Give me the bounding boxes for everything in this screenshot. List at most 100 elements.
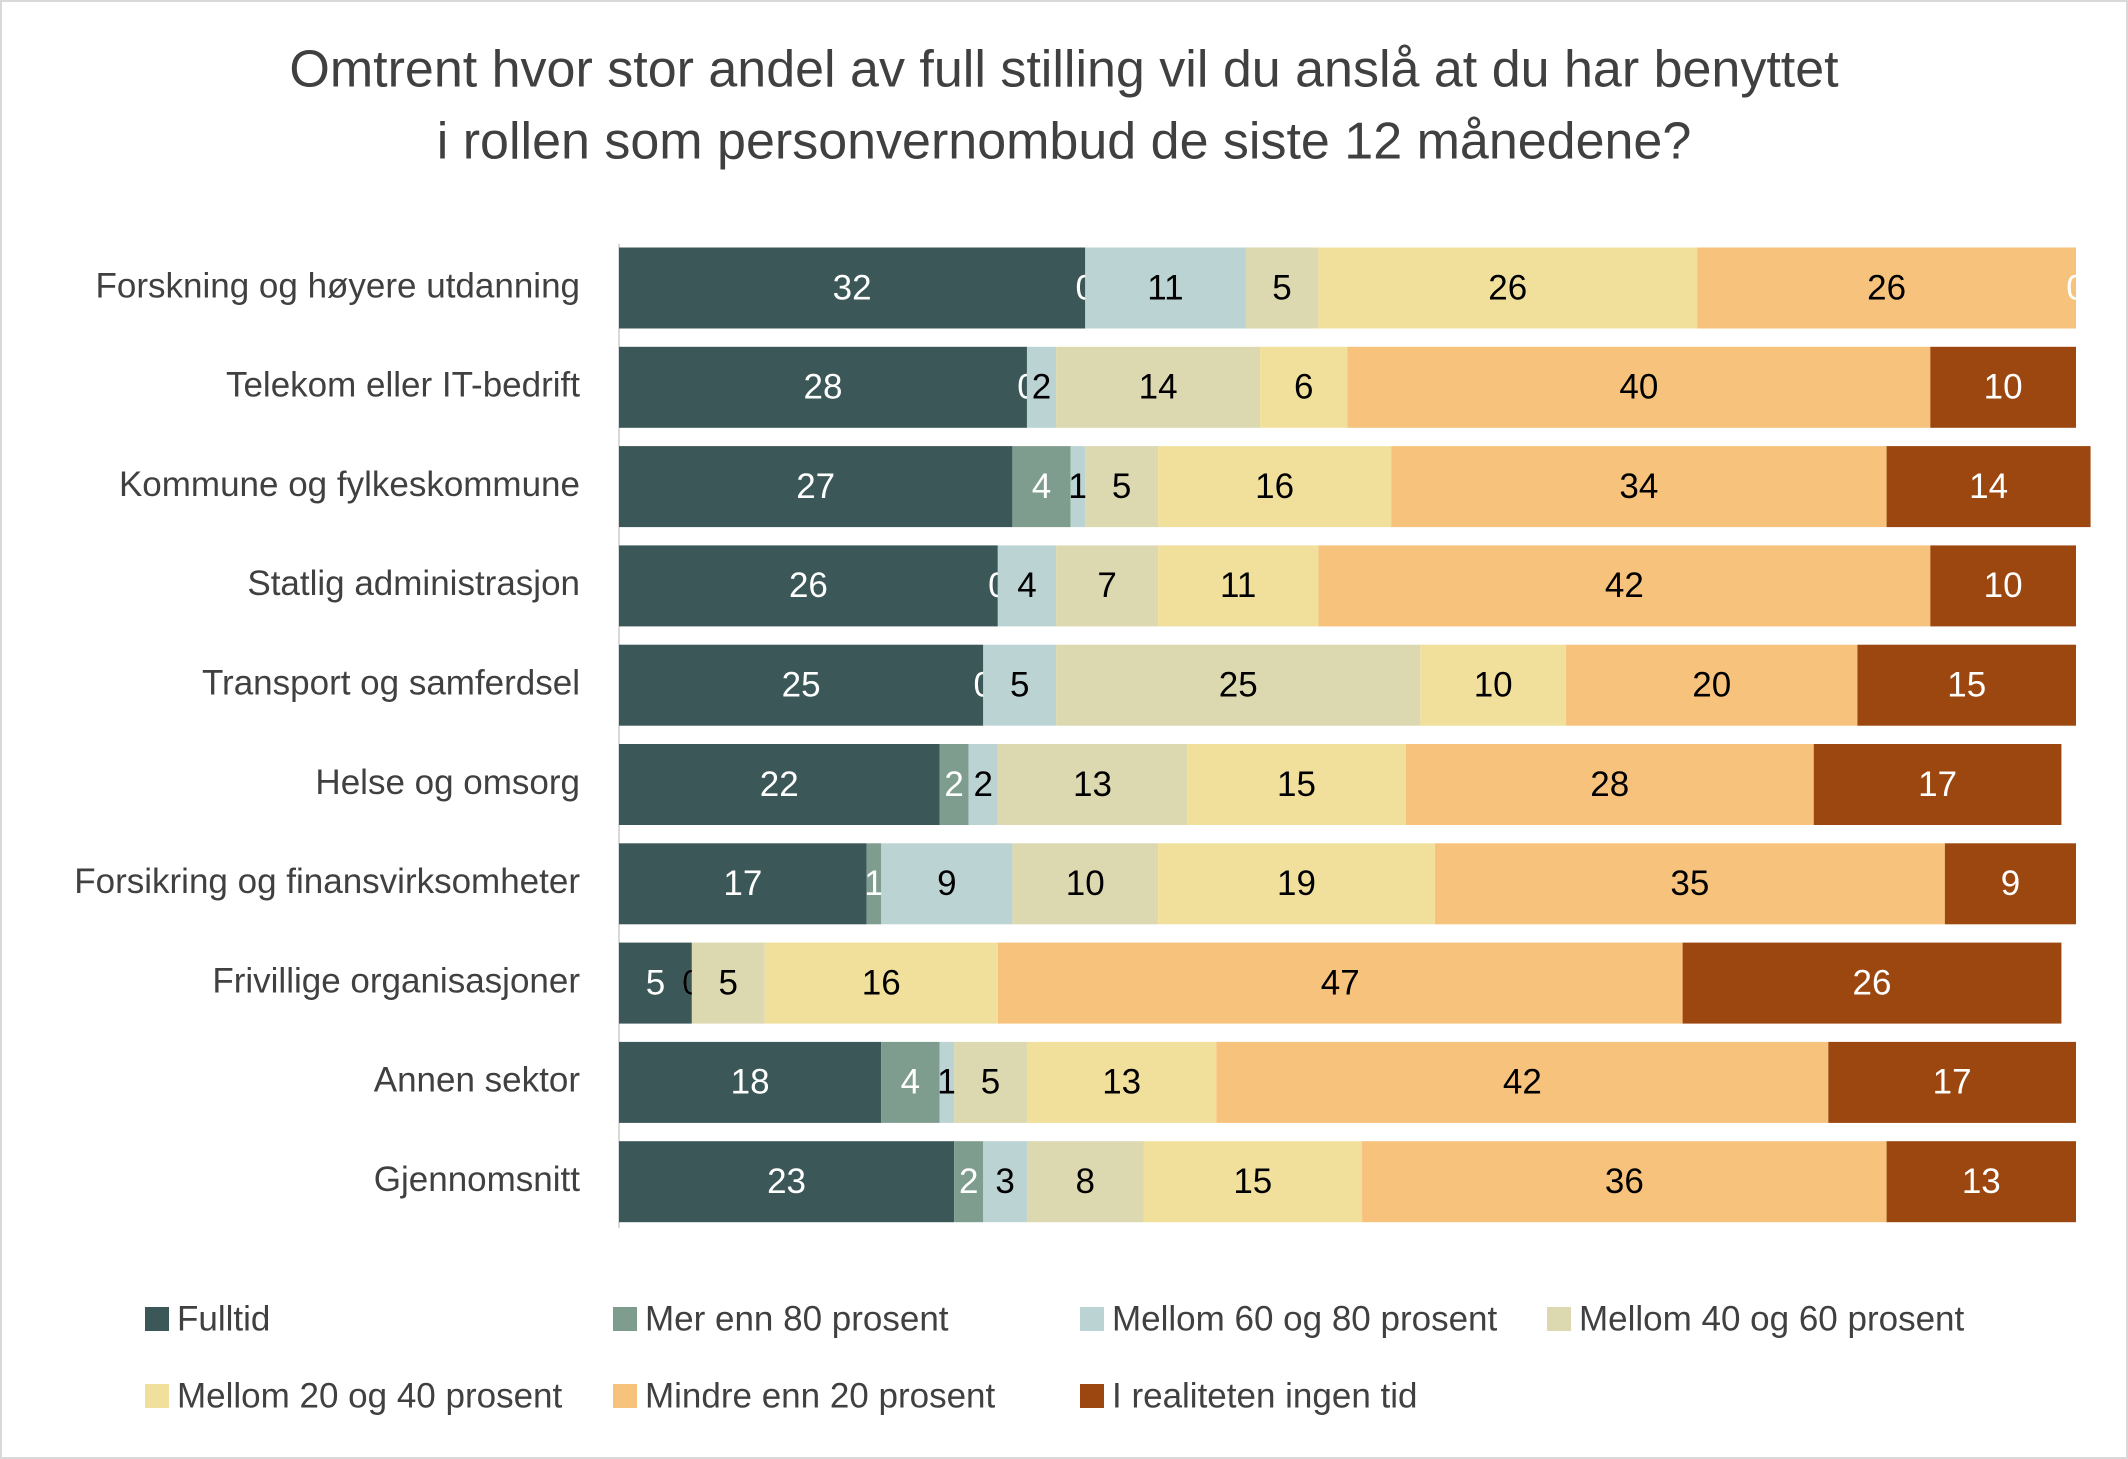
category-label: Kommune og fylkeskommune	[119, 465, 580, 504]
data-label: 6	[1294, 368, 1313, 407]
data-label: 14	[1139, 368, 1178, 407]
data-label: 36	[1605, 1162, 1644, 1201]
data-label: 5	[646, 963, 665, 1002]
category-label: Gjennomsnitt	[374, 1160, 580, 1199]
bar-segment	[1697, 247, 2076, 329]
data-label: 5	[1010, 665, 1029, 704]
legend-label: Mindre enn 20 prosent	[645, 1376, 995, 1415]
bar-segment	[1347, 346, 1931, 428]
bar-segment	[983, 1141, 1027, 1223]
legend-swatch	[145, 1307, 169, 1331]
bar-segment	[1026, 346, 1057, 428]
bar-segment	[1245, 247, 1319, 329]
data-label: 2	[944, 765, 963, 804]
bar-segment	[1012, 446, 1071, 528]
data-label: 15	[1233, 1162, 1272, 1201]
data-label: 0	[2066, 268, 2085, 307]
data-label: 8	[1076, 1162, 1095, 1201]
bar-segment	[1026, 1141, 1144, 1223]
data-label: 28	[804, 368, 843, 407]
bar-segment	[1026, 1041, 1217, 1123]
bar-segment	[619, 247, 1086, 329]
bar-segment	[1405, 744, 1814, 825]
data-label: 17	[1933, 1063, 1972, 1102]
data-label: 1	[937, 1063, 956, 1102]
category-label: Statlig administrasjon	[247, 564, 580, 603]
legend-label: Mellom 40 og 60 prosent	[1579, 1299, 1964, 1338]
data-label: 2	[1032, 368, 1051, 407]
bar-segment	[1056, 346, 1261, 428]
data-label: 25	[1219, 665, 1258, 704]
bar-segment	[1930, 545, 2076, 627]
data-label: 26	[1867, 268, 1906, 307]
bar-segment	[968, 744, 998, 825]
bar-segment	[1857, 644, 2076, 726]
legend-label: Mer enn 80 prosent	[645, 1299, 949, 1338]
bar-segment	[983, 644, 1057, 726]
data-label: 15	[1277, 765, 1316, 804]
bar-segment	[1886, 446, 2091, 528]
bar-segment	[619, 545, 998, 627]
bar-segment	[1318, 247, 1698, 329]
bar-segment	[619, 744, 940, 825]
bar-segment	[619, 644, 984, 726]
data-label: 42	[1605, 566, 1644, 605]
data-label: 5	[719, 963, 738, 1002]
data-label: 10	[1984, 368, 2023, 407]
data-label: 5	[1112, 467, 1131, 506]
bar-segment	[939, 744, 969, 825]
data-label: 4	[1032, 467, 1051, 506]
data-label: 4	[1017, 566, 1036, 605]
bar-segment	[1158, 446, 1392, 528]
bar-segment	[619, 843, 867, 925]
data-label: 11	[1220, 566, 1256, 605]
bar-segment	[954, 1141, 984, 1223]
data-label: 2	[974, 765, 993, 804]
data-label: 1	[864, 864, 883, 903]
legend-swatch	[613, 1384, 637, 1408]
data-label: 20	[1692, 665, 1731, 704]
data-label: 13	[1962, 1162, 2001, 1201]
category-label: Helse og omsorg	[315, 763, 580, 802]
legend-label: Mellom 60 og 80 prosent	[1112, 1299, 1497, 1338]
category-label: Forskning og høyere utdanning	[96, 266, 580, 305]
data-label: 42	[1503, 1063, 1542, 1102]
legend-label: Fulltid	[177, 1299, 270, 1338]
bar-segment	[1056, 644, 1421, 726]
chart-title: Omtrent hvor stor andel av full stilling…	[289, 41, 1839, 99]
data-label: 10	[1474, 665, 1513, 704]
data-label: 26	[1853, 963, 1892, 1002]
data-label: 17	[1918, 765, 1957, 804]
legend-swatch	[145, 1384, 169, 1408]
data-label: 1	[1068, 467, 1087, 506]
bar-segment	[1420, 644, 1567, 726]
bar-segment	[1391, 446, 1887, 528]
bar-segment	[619, 1141, 955, 1223]
data-label: 9	[2001, 864, 2020, 903]
data-label: 22	[760, 765, 799, 804]
bar-segment	[866, 843, 882, 925]
category-label: Transport og samferdsel	[202, 663, 580, 702]
bar-segment	[997, 744, 1188, 825]
bar-segment	[1070, 446, 1086, 528]
bar-segment	[1930, 346, 2076, 428]
data-label: 4	[901, 1063, 920, 1102]
data-label: 32	[833, 268, 872, 307]
data-label: 16	[862, 963, 901, 1002]
bar-segment	[1216, 1041, 1829, 1123]
legend-swatch	[1080, 1384, 1104, 1408]
bar-segment	[1143, 1141, 1363, 1223]
bar-segment	[619, 942, 692, 1024]
data-label: 23	[767, 1162, 806, 1201]
data-label: 13	[1073, 765, 1112, 804]
data-label: 7	[1097, 566, 1116, 605]
data-label: 3	[995, 1162, 1014, 1201]
bar-segment	[997, 545, 1057, 627]
bar-segment	[997, 942, 1683, 1024]
bar-segment	[1056, 545, 1159, 627]
data-label: 28	[1590, 765, 1629, 804]
bar-segment	[691, 942, 765, 1024]
data-label: 5	[981, 1063, 1000, 1102]
